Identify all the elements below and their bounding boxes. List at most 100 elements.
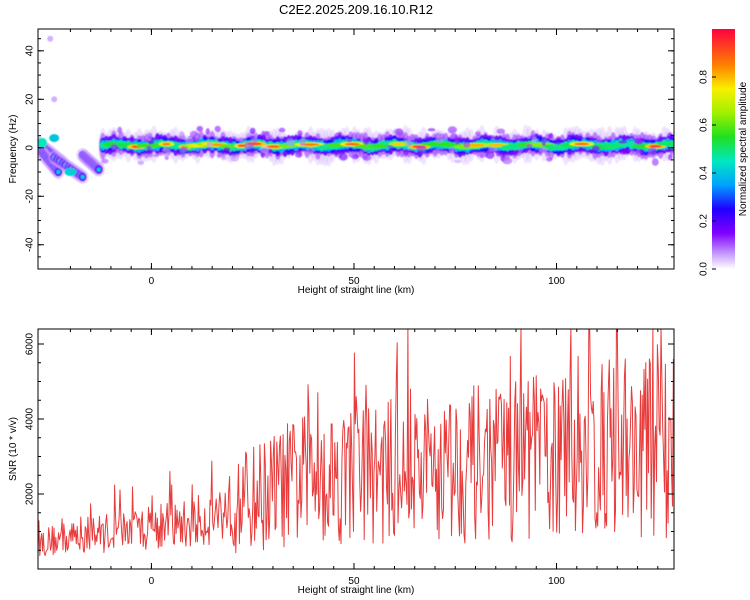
heatmap-cell — [110, 144, 119, 150]
heatmap-cell — [463, 141, 471, 148]
x-tick-label: 0 — [149, 576, 155, 587]
heatmap-cell — [162, 152, 169, 156]
heatmap-cell — [196, 125, 204, 132]
heatmap-cell — [49, 134, 60, 143]
snr-ticks: 0 50 100 2000 4000 6000 — [25, 329, 674, 587]
heatmap-cell — [619, 149, 629, 155]
colorbar-gradient — [712, 29, 735, 269]
heatmap-cell — [297, 130, 303, 137]
heatmap-cell — [229, 154, 240, 162]
heatmap-cell — [185, 137, 194, 143]
heatmap-cell — [634, 138, 644, 145]
heatmap-cell — [405, 139, 412, 147]
heatmap-cell — [651, 158, 659, 166]
heatmap-cell — [278, 127, 286, 133]
y-tick-label: -20 — [25, 189, 36, 204]
heatmap-cell — [243, 141, 254, 150]
heatmap-cell — [526, 143, 533, 148]
snr-xlabel: Height of straight line (km) — [298, 585, 415, 596]
heatmap-cell — [447, 126, 457, 134]
heatmap-cell — [450, 133, 458, 141]
heatmap-cell — [512, 150, 518, 156]
heatmap-cell — [362, 154, 372, 161]
heatmap-cell — [635, 150, 643, 154]
heatmap-cell — [409, 134, 416, 139]
heatmap-cell — [479, 153, 484, 159]
y-tick-label: -40 — [25, 237, 36, 252]
heatmap-cell — [431, 142, 462, 147]
snr-panel: 0 50 100 2000 4000 6000 Height of straight li… — [8, 328, 675, 596]
heatmap-cell — [488, 135, 495, 139]
heatmap-cell — [299, 138, 306, 146]
heatmap-cell — [485, 151, 495, 159]
colorbar-label: Normalized spectral amplitude — [738, 81, 749, 216]
heatmap-cell — [47, 35, 54, 42]
heatmap-cell — [618, 140, 628, 144]
heatmap-cell — [416, 145, 427, 153]
heatmap-cell — [489, 143, 506, 147]
spectrogram-frame — [37, 28, 675, 270]
heatmap-cell — [164, 155, 169, 160]
heatmap-cell — [449, 147, 454, 154]
heatmap-cell — [574, 142, 590, 146]
colorbar: 0.0 0.2 0.4 0.6 0.8 Normalized spectral ampl… — [699, 29, 749, 276]
heatmap-cell — [151, 154, 160, 157]
snr-frame — [37, 328, 675, 570]
heatmap-cell — [178, 131, 185, 139]
heatmap-cell — [541, 138, 546, 147]
colorbar-tick-label: 0.0 — [699, 262, 710, 276]
heatmap-cell — [591, 145, 600, 153]
heatmap-cell — [178, 147, 189, 154]
heatmap-cell — [162, 142, 171, 146]
spectrogram-ylabel: Frequency (Hz) — [8, 115, 19, 184]
heatmap-cell — [285, 138, 295, 147]
x-tick-label: 0 — [149, 276, 155, 287]
heatmap-cell — [351, 154, 359, 160]
heatmap-cell — [427, 128, 436, 132]
heatmap-cell — [262, 131, 271, 136]
heatmap-cell — [475, 131, 481, 137]
heatmap-cell — [137, 160, 145, 165]
heatmap-cell — [649, 144, 662, 148]
heatmap-cell — [295, 151, 303, 158]
heatmap-cell — [554, 137, 563, 145]
x-tick-label: 100 — [548, 276, 565, 287]
heatmap-cell — [496, 128, 505, 134]
colorbar-tick-label: 0.4 — [699, 166, 710, 180]
spectrogram-xlabel: Height of straight line (km) — [298, 285, 415, 296]
heatmap-cell — [249, 127, 256, 134]
heatmap-cell — [344, 142, 361, 146]
heatmap-cell — [339, 153, 348, 161]
heatmap-cell — [601, 143, 624, 148]
heatmap-cell — [518, 148, 523, 156]
heatmap-cell — [80, 174, 85, 179]
heatmap-cell — [346, 138, 353, 143]
heatmap-cell — [386, 145, 394, 148]
heatmap-cell — [432, 149, 438, 157]
heatmap-cell — [548, 133, 553, 139]
heatmap-cell — [467, 143, 486, 147]
heatmap-cell — [667, 154, 673, 161]
x-tick-label: 100 — [548, 576, 565, 587]
heatmap-cell — [214, 125, 221, 133]
colorbar-tick-label: 0.6 — [699, 118, 710, 132]
heatmap-cell — [259, 145, 270, 154]
colorbar-ticks: 0.0 0.2 0.4 0.6 0.8 — [699, 70, 716, 276]
heatmap-cell — [595, 137, 603, 143]
heatmap-cell — [221, 155, 227, 160]
heatmap-marks — [38, 35, 674, 184]
heatmap-cell — [495, 149, 501, 157]
y-tick-label: 20 — [25, 93, 36, 105]
heatmap-cell — [667, 132, 673, 140]
spectrogram-panel: 0 50 100 40 20 0 -20 -40 Height of straight lin… — [8, 28, 675, 296]
heatmap-cell — [223, 147, 231, 153]
heatmap-cell — [403, 149, 410, 156]
heatmap-cell — [51, 96, 58, 103]
heatmap-cell — [117, 126, 122, 134]
heatmap-cell — [101, 158, 109, 164]
heatmap-cell — [370, 143, 388, 149]
snr-ylabel: SNR (10 * v/v) — [8, 417, 19, 481]
heatmap-cell — [216, 153, 222, 158]
heatmap-cell — [146, 132, 153, 141]
